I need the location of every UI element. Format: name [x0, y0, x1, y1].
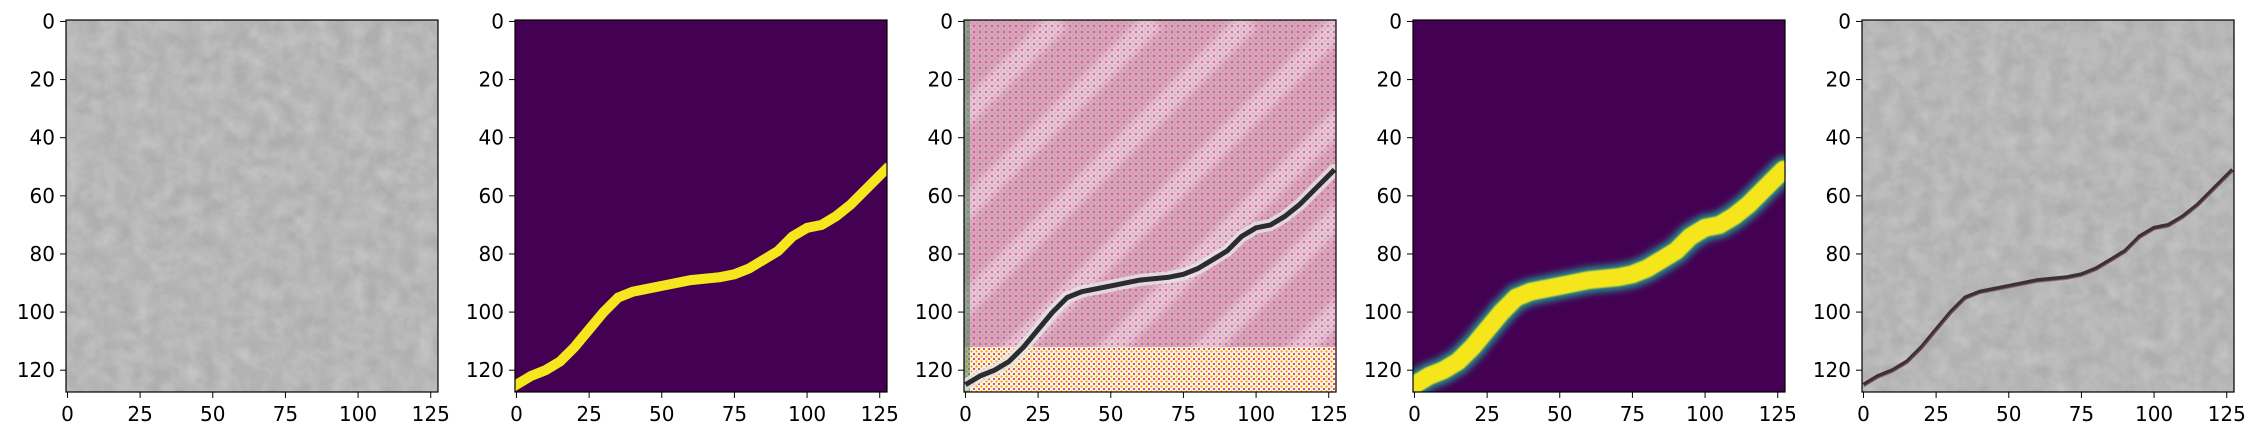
x-tick-label: 50: [649, 402, 674, 426]
x-tick-label: 50: [1547, 402, 1572, 426]
x-tick-label: 75: [273, 402, 298, 426]
y-tick-label: 100: [915, 300, 953, 324]
x-tick-label: 50: [1098, 402, 1123, 426]
y-tick-label: 20: [928, 68, 953, 92]
x-tick-label: 100: [788, 402, 826, 426]
panel-4-image: [1413, 20, 1785, 392]
axes-frame: [963, 19, 1337, 393]
panel-2: 0 25 50 75 100 125 0 20 40 60 80 100 120: [466, 9, 899, 426]
x-tick-label: 75: [1171, 402, 1196, 426]
x-tick-label: 125: [2208, 402, 2246, 426]
y-tick-label: 120: [1364, 358, 1402, 382]
y-tick-label: 100: [466, 300, 504, 324]
x-tick-label: 0: [959, 402, 972, 426]
y-tick-label: 100: [17, 300, 55, 324]
y-tick-label: 120: [466, 358, 504, 382]
y-tick-label: 0: [491, 9, 504, 33]
x-tick-label: 100: [1686, 402, 1724, 426]
y-tick-label: 40: [928, 126, 953, 150]
x-tick-label: 0: [61, 402, 74, 426]
axes-frame: [514, 19, 888, 393]
x-tick-label: 100: [339, 402, 377, 426]
artifact-band: [964, 346, 1336, 392]
y-tick-label: 100: [1364, 300, 1402, 324]
x-tick-label: 25: [127, 402, 152, 426]
x-tick-label: 125: [412, 402, 450, 426]
y-tick-label: 80: [1826, 242, 1851, 266]
panel-4: 0 25 50 75 100 125 0 20 40 60 80 100 120: [1364, 9, 1797, 426]
y-tick-label: 120: [1813, 358, 1851, 382]
x-tick-label: 25: [576, 402, 601, 426]
y-tick-label: 60: [1377, 184, 1402, 208]
y-tick-label: 40: [1377, 126, 1402, 150]
y-tick-label: 80: [928, 242, 953, 266]
x-tick-label: 0: [1857, 402, 1870, 426]
x-tick-label: 100: [2135, 402, 2173, 426]
panel-1: 0 25 50 75 100 125 0 20 40 60 80 100 120: [17, 9, 450, 426]
x-tick-label: 0: [1408, 402, 1421, 426]
x-tick-label: 50: [1996, 402, 2021, 426]
y-tick-label: 20: [479, 68, 504, 92]
y-tick-label: 0: [42, 9, 55, 33]
crack-mask-line: [1413, 160, 1785, 392]
y-tick-label: 60: [1826, 184, 1851, 208]
x-tick-label: 125: [1310, 402, 1348, 426]
axes-frame: [1861, 19, 2235, 393]
axes-frame: [1412, 19, 1786, 393]
x-tick-label: 125: [861, 402, 899, 426]
panel-3: 0 25 50 75 100 125 0 20 40 60 80 100 120: [915, 9, 1348, 426]
panel-5-image: [1862, 20, 2234, 392]
crack-line: [1862, 168, 2234, 387]
x-tick-label: 75: [2069, 402, 2094, 426]
y-tick-label: 20: [30, 68, 55, 92]
y-tick-label: 80: [30, 242, 55, 266]
x-tick-label: 75: [722, 402, 747, 426]
x-tick-label: 75: [1620, 402, 1645, 426]
y-tick-label: 0: [1838, 9, 1851, 33]
y-tick-label: 80: [1377, 242, 1402, 266]
crack-mask-line: [515, 162, 887, 392]
axes-frame: [65, 19, 439, 393]
x-tick-label: 25: [1025, 402, 1050, 426]
y-tick-label: 120: [915, 358, 953, 382]
x-tick-label: 0: [510, 402, 523, 426]
y-tick-label: 40: [30, 126, 55, 150]
x-tick-label: 50: [200, 402, 225, 426]
y-tick-label: 120: [17, 358, 55, 382]
y-tick-label: 100: [1813, 300, 1851, 324]
panel-3-image: [964, 20, 1336, 392]
x-tick-label: 125: [1759, 402, 1797, 426]
y-tick-label: 60: [479, 184, 504, 208]
panel-2-image: [515, 20, 887, 392]
crack-line: [964, 167, 1336, 387]
x-tick-label: 25: [1923, 402, 1948, 426]
panel-5: 0 25 50 75 100 125 0 20 40 60 80 100 120: [1813, 9, 2246, 426]
y-tick-label: 40: [1826, 126, 1851, 150]
x-tick-label: 100: [1237, 402, 1275, 426]
y-tick-label: 60: [30, 184, 55, 208]
y-tick-label: 80: [479, 242, 504, 266]
y-tick-label: 20: [1377, 68, 1402, 92]
panel-1-image: [66, 20, 438, 392]
y-tick-label: 60: [928, 184, 953, 208]
y-tick-label: 0: [940, 9, 953, 33]
y-tick-label: 20: [1826, 68, 1851, 92]
y-tick-label: 0: [1389, 9, 1402, 33]
x-tick-label: 25: [1474, 402, 1499, 426]
y-tick-label: 40: [479, 126, 504, 150]
